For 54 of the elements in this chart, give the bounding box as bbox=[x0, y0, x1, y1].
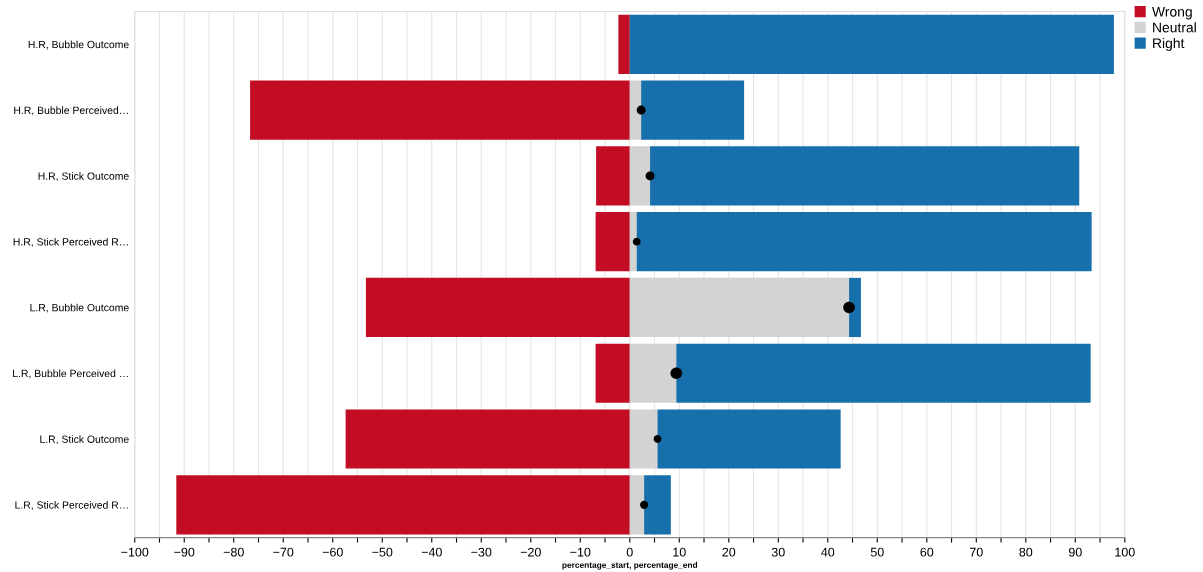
x-tick-label: 60 bbox=[920, 547, 934, 557]
x-tick-label: −10 bbox=[570, 547, 591, 557]
bar bbox=[595, 343, 630, 403]
bar bbox=[618, 14, 630, 74]
bar bbox=[650, 146, 1080, 206]
x-tick-label: −60 bbox=[322, 547, 343, 557]
x-tick-label: 90 bbox=[1068, 547, 1082, 557]
y-tick-label: H.R, Stick Perceived R… bbox=[13, 237, 128, 247]
x-tick-label: 40 bbox=[821, 547, 835, 557]
x-tick-label: −100 bbox=[121, 547, 149, 557]
y-tick-label: L.R, Stick Perceived R… bbox=[15, 501, 128, 510]
x-tick-label: 10 bbox=[673, 547, 686, 557]
x-axis-title: percentage_start, percentage_end bbox=[562, 561, 698, 570]
y-tick-label: L.R, Bubble Perceived … bbox=[13, 369, 128, 379]
bar bbox=[629, 409, 658, 469]
x-tick-label: −20 bbox=[520, 547, 541, 557]
bar bbox=[636, 212, 1092, 272]
x-tick-label: 30 bbox=[771, 547, 785, 557]
bar bbox=[176, 475, 630, 535]
y-tick-label: H.R, Bubble Outcome bbox=[28, 40, 129, 50]
bar bbox=[629, 277, 850, 338]
bar bbox=[596, 146, 630, 206]
y-tick-label: H.R, Bubble Perceived… bbox=[14, 106, 128, 116]
bar bbox=[595, 212, 630, 272]
bar bbox=[365, 277, 630, 338]
legend-label: Neutral bbox=[1153, 22, 1196, 33]
bar bbox=[345, 409, 630, 469]
x-tick-label: −50 bbox=[372, 547, 393, 557]
bar bbox=[657, 409, 841, 469]
x-tick-label: 20 bbox=[722, 547, 736, 557]
x-tick-label: −30 bbox=[471, 547, 492, 557]
bar bbox=[629, 146, 651, 206]
bar bbox=[676, 343, 1091, 403]
bar bbox=[250, 80, 630, 140]
y-tick-label: L.R, Bubble Outcome bbox=[30, 303, 129, 313]
x-tick-label: 0 bbox=[626, 547, 633, 557]
y-tick-label: L.R, Stick Outcome bbox=[40, 435, 129, 445]
x-tick-label: 50 bbox=[870, 547, 884, 557]
x-tick-label: −90 bbox=[174, 547, 195, 557]
bar bbox=[641, 80, 745, 140]
legend-label: Wrong bbox=[1152, 6, 1192, 20]
bar bbox=[629, 80, 642, 140]
bar bbox=[644, 475, 671, 535]
bar bbox=[629, 343, 677, 403]
x-tick-label: 80 bbox=[1019, 547, 1033, 557]
x-tick-label: −40 bbox=[421, 547, 442, 557]
x-tick-label: −70 bbox=[273, 547, 294, 557]
y-tick-label: H.R, Stick Outcome bbox=[38, 172, 129, 181]
x-tick-label: 100 bbox=[1115, 547, 1135, 557]
x-tick-label: −80 bbox=[223, 547, 244, 557]
bar bbox=[629, 14, 1114, 74]
x-tick-label: 70 bbox=[969, 547, 983, 557]
bar bbox=[629, 475, 645, 535]
legend-label: Right bbox=[1153, 37, 1185, 51]
